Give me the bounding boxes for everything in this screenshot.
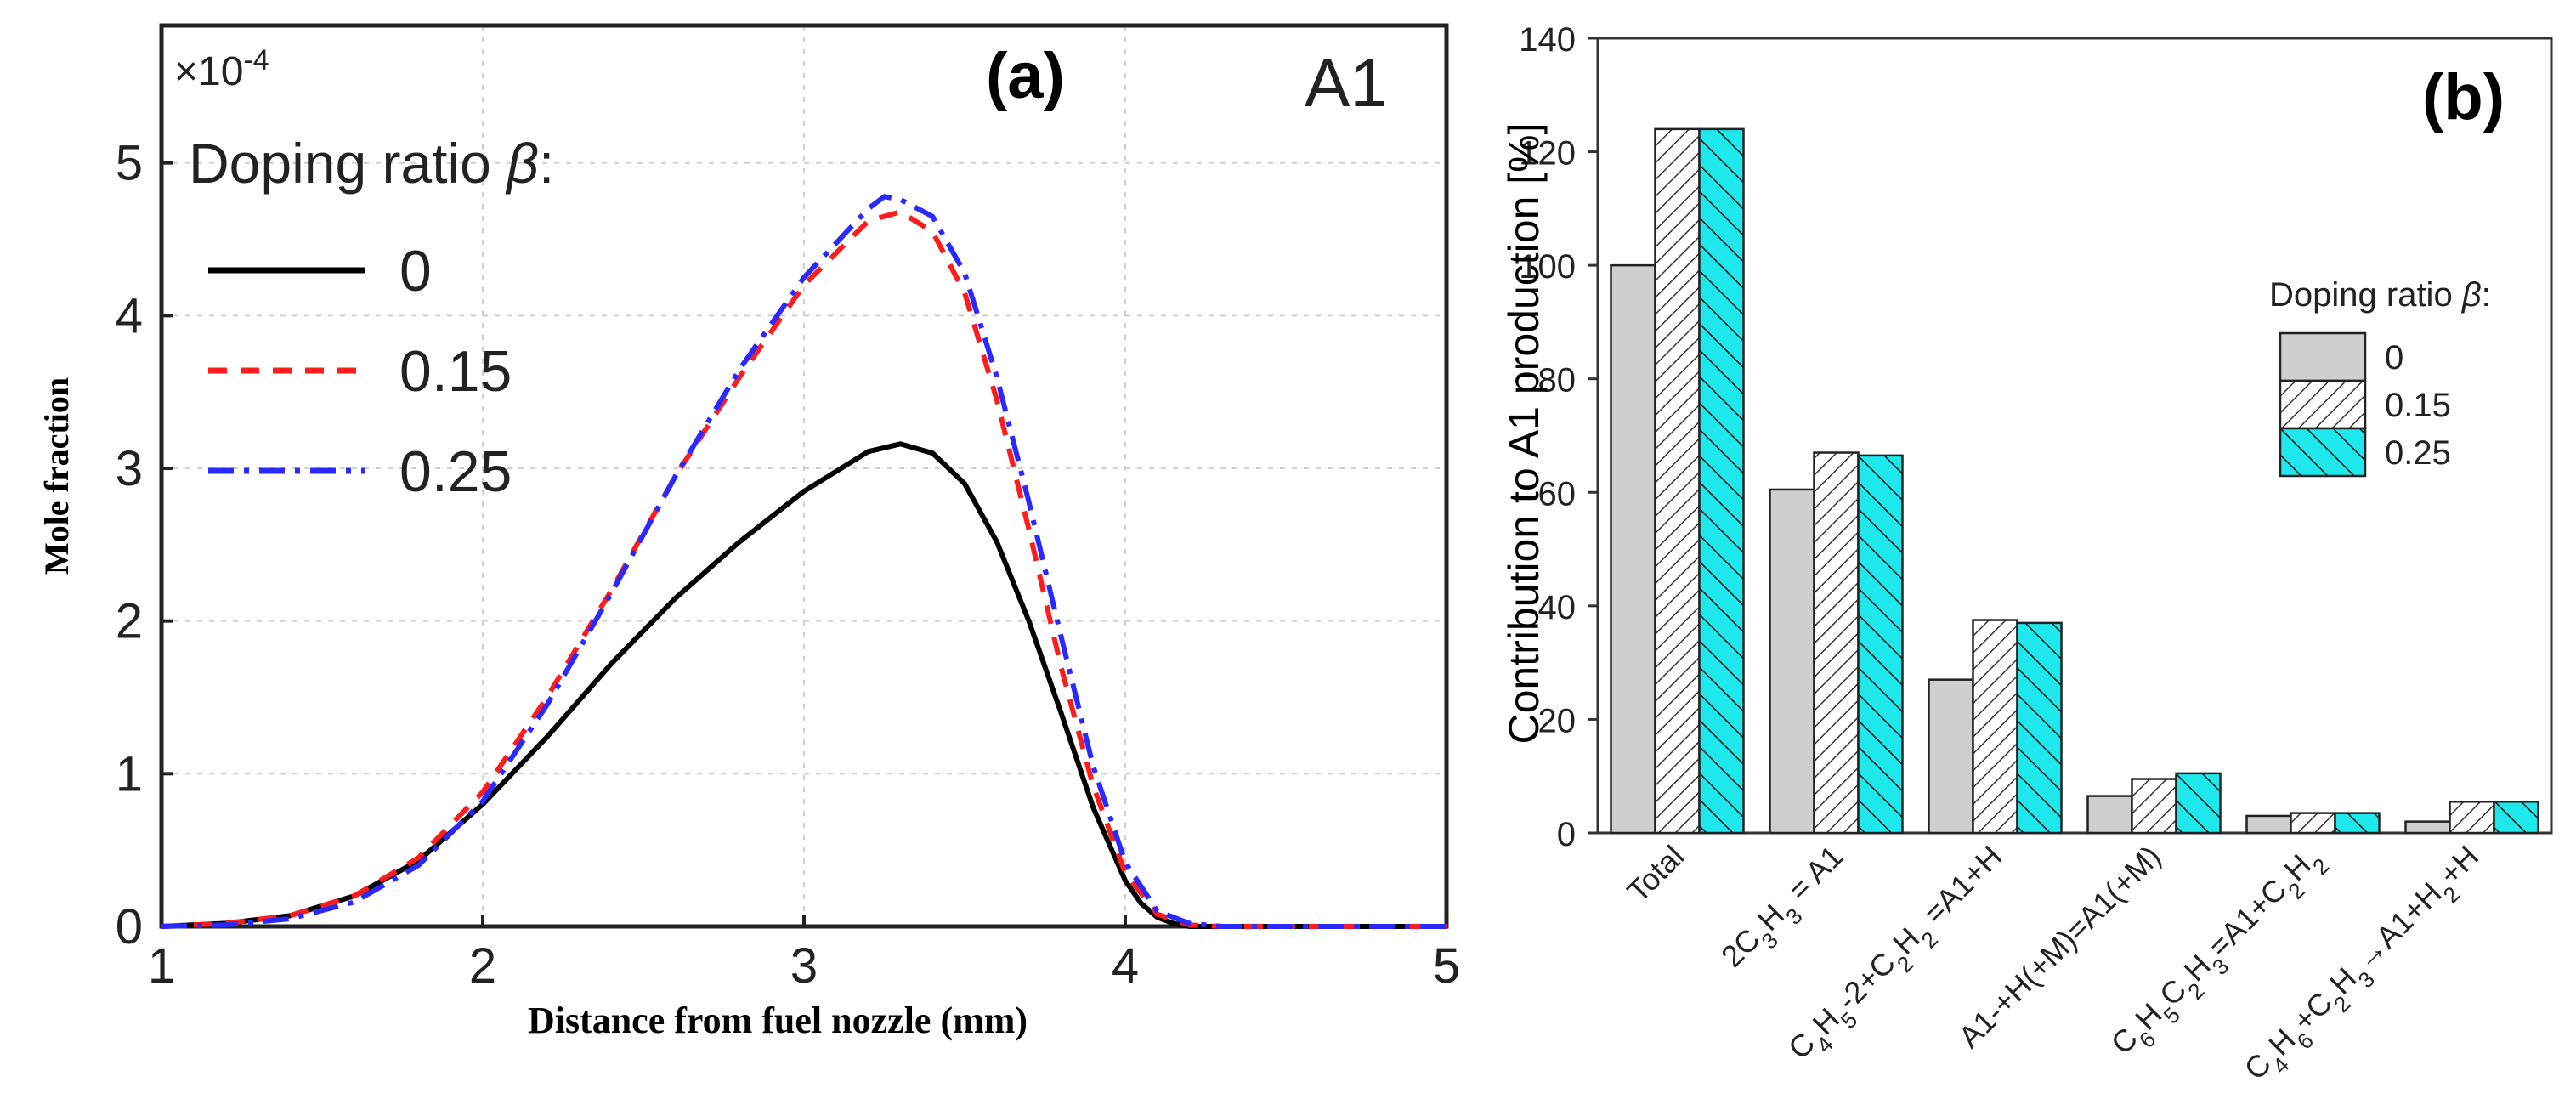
panel-b-ytick-label: 60: [1538, 475, 1577, 513]
panel-b-legend-label-0: 0: [2385, 339, 2403, 377]
panel-b-bar-4-0: [2245, 814, 2292, 835]
panel-b-bar-5-1: [2449, 801, 2495, 835]
panel-b-bar-5-0: [2404, 820, 2451, 835]
panel-a-species-label: A1: [1305, 45, 1388, 121]
panel-b-bar-1-1: [1813, 451, 1860, 835]
panel-a-ylabel: Mole fraction: [37, 377, 76, 575]
panel-b-bar-0-1: [1654, 127, 1701, 835]
panel-a-label: (a): [986, 40, 1065, 112]
panel-a-ytick-label: 3: [116, 441, 143, 496]
panel-b-bar-3-0: [2086, 795, 2133, 835]
panel-a-ytick-label: 0: [116, 899, 143, 954]
panel-a-xtick-label: 1: [148, 938, 175, 994]
panel-b-legend-label-2: 0.25: [2385, 434, 2451, 472]
panel-b-ytick-label: 120: [1519, 135, 1576, 173]
panel-a-ytick-label: 4: [116, 288, 143, 343]
panel-b-bar-4-2: [2334, 812, 2381, 835]
panel-a-series-line-0: [161, 441, 1447, 929]
panel-a-xtick-label: 5: [1433, 938, 1460, 994]
panel-a-xlabel: Distance from fuel nozzle (mm): [528, 1000, 1028, 1041]
panel-b-bar-1-0: [1769, 488, 1815, 835]
panel-a-xtick-label: 3: [790, 938, 818, 994]
panel-b-category-label-5: C4H6+C2H3→A1+H2+H: [2237, 839, 2493, 1093]
panel-b-legend-label-1: 0.15: [2385, 387, 2451, 424]
panel-b-bar-0-2: [1698, 127, 1745, 835]
panel-a-legend-label-1: 0.15: [399, 339, 512, 404]
panel-b-ytick-label: 0: [1557, 816, 1576, 853]
panel-b-bar-2-2: [2016, 621, 2063, 835]
panel-b-bar-4-1: [2290, 812, 2336, 835]
panel-b-bar-3-2: [2175, 772, 2222, 835]
panel-a-xtick-label: 2: [469, 938, 496, 994]
panel-b-bars: [1610, 127, 2539, 835]
panel-b-bar-0-0: [1610, 263, 1656, 835]
panel-b-ytick-label: 20: [1538, 702, 1577, 739]
panel-b-ytick-label: 40: [1538, 589, 1577, 626]
panel-b-ylabel: Contribution to A1 production [%]: [1500, 122, 1548, 744]
panel-b-plot-frame: [1596, 37, 2553, 835]
panel-a-y-multiplier: ×10-4: [174, 44, 269, 94]
panel-a-xtick-label: 4: [1112, 938, 1139, 994]
panel-a-ytick-label: 2: [116, 594, 143, 649]
panel-b-bar-5-2: [2493, 801, 2539, 835]
panel-a-grid: [161, 25, 1447, 926]
panel-b-category-label-0: Total: [1620, 839, 1690, 909]
panel-b-ytick-label: 140: [1519, 21, 1576, 59]
panel-b-bar-1-2: [1857, 454, 1904, 835]
panel-b-legend-title: Doping ratio β:: [2269, 276, 2491, 314]
panel-b-legend: 0 0.15 0.25: [2279, 331, 2451, 478]
panel-a-ytick-label: 5: [116, 136, 143, 191]
panel-b-category-label-1: 2C3H3 = A1: [1714, 839, 1857, 982]
panel-b-ytick-label: 80: [1538, 362, 1577, 399]
panel-a-legend-label-0: 0: [399, 239, 432, 303]
panel-b-bar-2-1: [1972, 619, 2018, 835]
panel-a-legend-label-2: 0.25: [399, 439, 512, 504]
panel-b-ytick-label: 100: [1519, 248, 1576, 286]
panel-a-legend-title: Doping ratio β:: [189, 132, 554, 195]
panel-a-ytick-label: 1: [116, 746, 143, 801]
panel-a-legend: 0 0.15 0.25: [208, 239, 512, 504]
panel-b-ticks: 0 20 40 60 80 100 120 140: [1519, 21, 1598, 853]
panel-a-series: [161, 194, 1447, 929]
panel-b-legend-swatch-2: [2279, 427, 2367, 478]
panel-b-bar-2-0: [1928, 678, 1974, 835]
panel-b-legend-swatch-0: [2279, 331, 2367, 382]
panel-b-bar-3-1: [2131, 778, 2177, 835]
panel-b-legend-swatch-1: [2279, 379, 2367, 430]
panel-b-label: (b): [2422, 61, 2505, 133]
panel-a-series-line-1: [161, 209, 1447, 929]
